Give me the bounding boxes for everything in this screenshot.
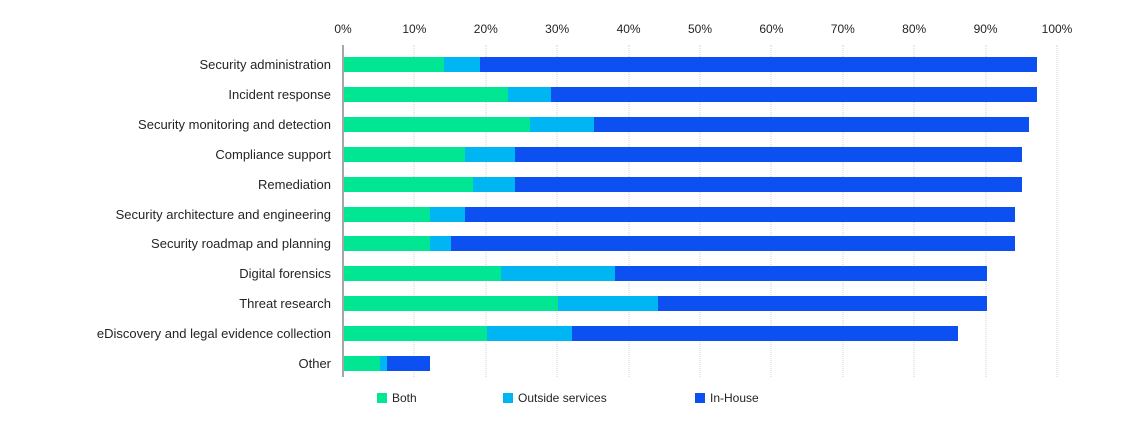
legend-item-outside-services[interactable]: Outside services	[503, 391, 607, 405]
bar-segment-both[interactable]	[344, 177, 473, 192]
x-axis-tick-label: 50%	[687, 22, 713, 36]
bar-row	[344, 87, 1058, 102]
legend-swatch-outside-services	[503, 393, 513, 403]
bar-segment-in-house[interactable]	[593, 117, 1030, 132]
legend-label: Outside services	[518, 391, 607, 405]
bar-row	[344, 147, 1058, 162]
bar-segment-both[interactable]	[344, 147, 466, 162]
bar-segment-in-house[interactable]	[465, 207, 1016, 222]
category-label: Other	[298, 356, 331, 371]
gridline	[1056, 45, 1058, 377]
legend: Both Outside services In-House	[0, 391, 1126, 407]
x-axis-tick-label: 30%	[545, 22, 570, 36]
bar-segment-both[interactable]	[344, 266, 502, 281]
bar-segment-in-house[interactable]	[572, 326, 959, 341]
bar-segment-outside-services[interactable]	[443, 57, 480, 72]
bar-segment-both[interactable]	[344, 207, 430, 222]
x-axis-tick-label: 60%	[759, 22, 784, 36]
bar-segment-outside-services[interactable]	[465, 147, 516, 162]
x-axis-tick-label: 70%	[830, 22, 855, 36]
bar-row	[344, 207, 1058, 222]
bar-segment-both[interactable]	[344, 87, 509, 102]
category-label: Incident response	[228, 87, 331, 102]
legend-item-in-house[interactable]: In-House	[695, 391, 759, 405]
x-axis-tick-label: 90%	[973, 22, 998, 36]
bar-segment-outside-services[interactable]	[429, 236, 452, 251]
bar-segment-outside-services[interactable]	[486, 326, 573, 341]
bar-segment-outside-services[interactable]	[472, 177, 516, 192]
bar-segment-in-house[interactable]	[615, 266, 987, 281]
bar-segment-outside-services[interactable]	[529, 117, 594, 132]
bar-segment-in-house[interactable]	[451, 236, 1016, 251]
category-label: Security administration	[199, 57, 332, 72]
category-label: Security architecture and engineering	[115, 207, 331, 222]
x-axis-tick-label: 0%	[334, 22, 352, 36]
bar-row	[344, 296, 1058, 311]
x-axis-tick-label: 80%	[902, 22, 927, 36]
plot-area	[342, 45, 1058, 377]
bar-segment-in-house[interactable]	[479, 57, 1037, 72]
bar-segment-in-house[interactable]	[515, 147, 1023, 162]
bar-segment-outside-services[interactable]	[429, 207, 466, 222]
category-label: Security monitoring and detection	[138, 117, 331, 132]
bar-segment-outside-services[interactable]	[508, 87, 552, 102]
bar-segment-both[interactable]	[344, 356, 380, 371]
bar-segment-in-house[interactable]	[515, 177, 1023, 192]
bar-segment-both[interactable]	[344, 117, 530, 132]
category-label: Compliance support	[215, 147, 331, 162]
x-axis-tick-label: 10%	[402, 22, 427, 36]
bar-segment-outside-services[interactable]	[501, 266, 616, 281]
bar-segment-in-house[interactable]	[551, 87, 1037, 102]
bar-segment-both[interactable]	[344, 57, 444, 72]
bar-segment-both[interactable]	[344, 296, 559, 311]
legend-label: Both	[392, 391, 417, 405]
bar-row	[344, 266, 1058, 281]
category-label: Remediation	[258, 177, 331, 192]
bar-segment-both[interactable]	[344, 236, 430, 251]
category-label: Digital forensics	[239, 266, 331, 281]
category-label: Threat research	[239, 296, 331, 311]
bar-segment-in-house[interactable]	[658, 296, 987, 311]
category-label: Security roadmap and planning	[151, 236, 331, 251]
x-axis-tick-label: 100%	[1041, 22, 1073, 36]
x-axis-labels: 0% 10% 20% 30% 40% 50% 60% 70% 80% 90% 100%	[334, 21, 1072, 37]
bar-row	[344, 57, 1058, 72]
bar-segment-outside-services[interactable]	[379, 356, 387, 371]
category-labels: Security administration Incident response…	[0, 45, 337, 377]
bar-row	[344, 236, 1058, 251]
bar-segment-both[interactable]	[344, 326, 487, 341]
legend-item-both[interactable]: Both	[377, 391, 417, 405]
bar-row	[344, 177, 1058, 192]
bar-row	[344, 356, 1058, 371]
bar-segment-outside-services[interactable]	[558, 296, 659, 311]
legend-swatch-in-house	[695, 393, 705, 403]
bar-row	[344, 117, 1058, 132]
x-axis-tick-label: 40%	[616, 22, 641, 36]
category-label: eDiscovery and legal evidence collection	[96, 326, 331, 341]
x-axis-tick-label: 20%	[473, 22, 498, 36]
legend-swatch-both	[377, 393, 387, 403]
legend-label: In-House	[710, 391, 759, 405]
y-axis-line	[342, 45, 344, 377]
bar-row	[344, 326, 1058, 341]
bar-segment-in-house[interactable]	[386, 356, 430, 371]
